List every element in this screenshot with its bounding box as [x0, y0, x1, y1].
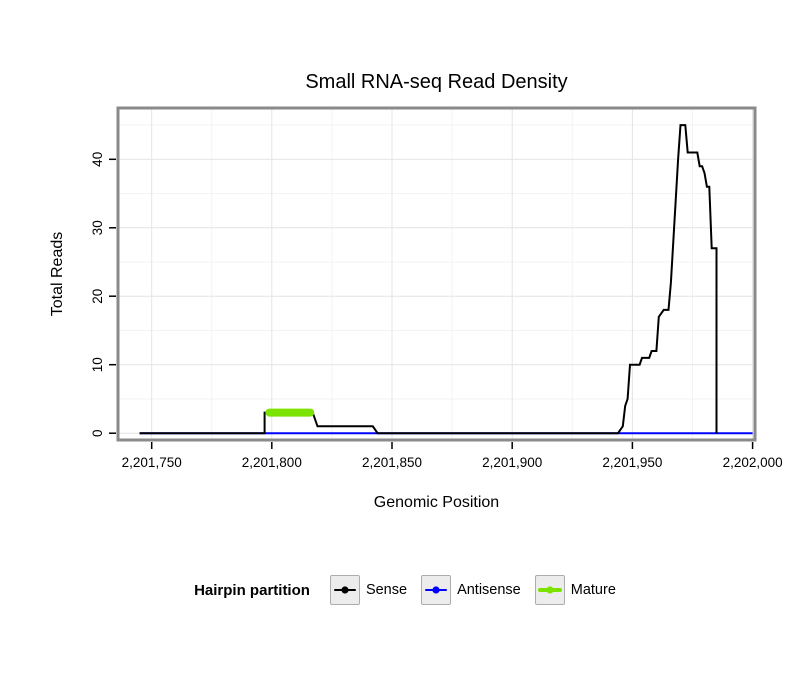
x-tick-label: 2,201,800 — [242, 455, 302, 470]
panel-border — [116, 106, 757, 442]
x-tick-label: 2,201,750 — [122, 455, 182, 470]
x-tick-label: 2,201,850 — [362, 455, 422, 470]
legend-item-antisense: Antisense — [421, 575, 521, 605]
legend-key-antisense-icon — [421, 575, 452, 605]
y-tick-label: 20 — [90, 289, 105, 304]
plot-panel — [118, 108, 755, 440]
y-tick-label: 10 — [90, 357, 105, 372]
legend-item-mature: Mature — [534, 575, 616, 605]
x-tick-label: 2,201,900 — [482, 455, 542, 470]
y-tick-label: 30 — [90, 220, 105, 235]
legend-label-antisense: Antisense — [457, 582, 521, 598]
legend-key-mature-icon — [534, 575, 565, 605]
legend-label-sense: Sense — [365, 582, 408, 598]
legend-label-mature: Mature — [570, 582, 616, 598]
legend-title: Hairpin partition — [194, 581, 310, 599]
x-tick-label: 2,202,000 — [723, 455, 783, 470]
x-axis-label: Genomic Position — [374, 494, 499, 511]
chart-svg: 2,201,750 2,201,800 2,201,850 2,201,900 2,20… — [49, 71, 783, 511]
chart-title: Small RNA-seq Read Density — [305, 71, 567, 93]
y-tick-label: 40 — [90, 152, 105, 167]
legend: Hairpin partition Sense Antisense Mature — [0, 575, 810, 605]
legend-key-sense-icon — [329, 575, 360, 605]
series-sense — [139, 124, 718, 435]
x-tick-label: 2,201,950 — [602, 455, 662, 470]
read-density-chart: 2,201,750 2,201,800 2,201,850 2,201,900 2,20… — [49, 71, 783, 511]
y-axis-label: Total Reads — [49, 232, 66, 317]
legend-item-sense: Sense — [329, 575, 408, 605]
y-tick-label: 0 — [90, 429, 105, 437]
